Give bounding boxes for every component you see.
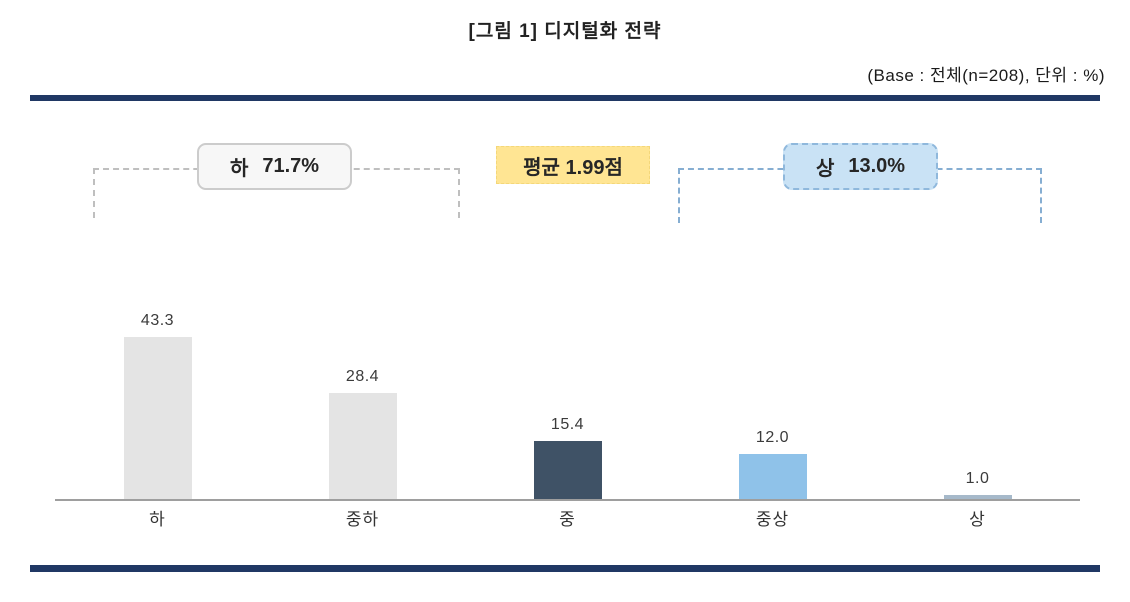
bar-하: 43.3: [123, 312, 192, 499]
top-divider-rule: [30, 95, 1100, 101]
x-tick-label-하: 하: [149, 510, 166, 529]
chart-title: [그림 1] 디지털화 전략: [468, 21, 662, 42]
bar-중상: 12.0: [738, 429, 807, 499]
bar-column-중하: 28.4: [260, 312, 465, 499]
x-tick-label-중상: 중상: [755, 510, 790, 529]
mean-score-label: 평균 1.99점: [523, 156, 623, 179]
bar-value-label: 15.4: [550, 416, 585, 433]
bar-column-중상: 12.0: [670, 312, 875, 499]
bar-중하: 28.4: [328, 368, 397, 499]
bottom-divider-rule: [30, 565, 1100, 572]
bar-column-하: 43.3: [55, 312, 260, 499]
bar-value-label: 12.0: [755, 429, 790, 446]
bar-value-label: 1.0: [965, 470, 990, 487]
bar-column-상: 1.0: [875, 312, 1080, 499]
bar-column-중: 15.4: [465, 312, 670, 499]
bar-상: 1.0: [943, 470, 1012, 499]
mean-score-badge: 평균 1.99점: [496, 146, 650, 184]
bar-value-label: 28.4: [345, 368, 380, 385]
high-group-label: 상: [815, 158, 835, 180]
x-tick-label-상: 상: [969, 510, 986, 529]
x-axis-line: [55, 499, 1080, 501]
bar-plot-area: 43.3 28.4 15.4 12.0 1.0: [55, 312, 1080, 499]
low-group-value: 71.7%: [262, 155, 320, 177]
x-axis-labels: 하 중하 중 중상 상: [55, 505, 1080, 530]
high-group-summary-box: 상 13.0%: [783, 143, 938, 190]
low-group-label: 하: [229, 158, 249, 180]
low-group-summary-box: 하 71.7%: [197, 143, 352, 190]
high-group-value: 13.0%: [848, 155, 906, 177]
bar-value-label: 43.3: [140, 312, 175, 329]
base-note: (Base : 전체(n=208), 단위 : %): [867, 66, 1105, 85]
x-tick-label-중: 중: [559, 510, 576, 529]
bar-중: 15.4: [533, 416, 602, 499]
x-tick-label-중하: 중하: [345, 510, 380, 529]
